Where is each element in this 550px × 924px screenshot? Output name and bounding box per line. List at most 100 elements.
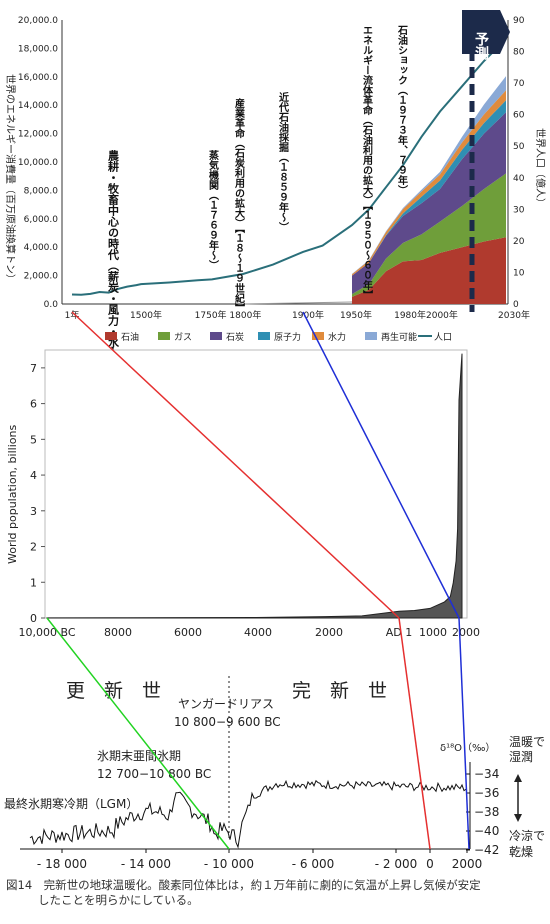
x-tick-label: - 10 000 xyxy=(204,857,254,871)
energy-area-ガス xyxy=(352,173,506,297)
x-tick-label: 1000 xyxy=(419,626,447,639)
x-tick-label: 2000 xyxy=(452,857,483,871)
energy-area-水力 xyxy=(352,90,506,276)
caption-line-1: 図14 完新世の地球温暖化。酸素同位体比は，約１万年前に劇的に気温が上昇し気候が… xyxy=(6,878,481,892)
lgm-label: 最終氷期寒冷期（LGM） xyxy=(4,796,138,811)
left-tick-label: 14,000.0 xyxy=(18,101,58,111)
world-population-chart: 0 1 2 3 4 5 6 7 10,000 BC 8000 6000 4000 2000 AD 1 10… xyxy=(6,349,480,639)
connector-green xyxy=(46,617,230,850)
x-tick-label: - 18 000 xyxy=(37,857,87,871)
y-tick-label: 6 xyxy=(30,398,37,411)
connector-blue-upper xyxy=(302,311,460,619)
arrow-up-icon xyxy=(514,774,522,782)
left-tick-label: 2,000.0 xyxy=(24,272,59,282)
left-tick-label: 10,000.0 xyxy=(18,158,58,168)
isotope-axis-label: δ¹⁸O（‰） xyxy=(440,742,495,754)
left-tick-label: 16,000.0 xyxy=(18,73,58,83)
legend-label: 原子力 xyxy=(274,331,301,343)
right-tick-label: 0 xyxy=(513,300,519,310)
cold-label-1: 冷涼で xyxy=(509,828,545,843)
legend-label: 石炭 xyxy=(226,332,244,343)
timeline-connectors xyxy=(46,311,470,850)
era-holocene: 完 新 世 xyxy=(292,680,387,702)
warm-label-1: 温暖で xyxy=(509,735,545,749)
x-tick-label: 1750年 1800年 xyxy=(195,309,262,321)
left-tick-label: 0.0 xyxy=(44,300,59,310)
right-tick-label: 60 xyxy=(513,111,525,121)
right-tick-label: 50 xyxy=(513,142,525,152)
legend-swatch xyxy=(258,332,270,340)
population-area xyxy=(46,353,463,619)
x-tick-label: 8000 xyxy=(104,626,132,639)
y-tick-label: 0 xyxy=(30,612,37,625)
x-tick-label: - 14 000 xyxy=(121,857,171,871)
arrow-down-icon xyxy=(514,814,522,822)
y-tick-label: −38 xyxy=(474,805,499,819)
legend-label: 石油 xyxy=(121,331,139,343)
figure-caption: 図14 完新世の地球温暖化。酸素同位体比は，約１万年前に劇的に気温が上昇し気候が… xyxy=(6,878,546,908)
legend-swatch xyxy=(210,332,222,340)
y-tick-label: 5 xyxy=(30,433,37,446)
caption-line-2: したことを明らかにしている。 xyxy=(38,893,199,907)
legend-label: 水力 xyxy=(328,331,346,343)
legend-swatch xyxy=(158,332,170,340)
early-energy-line xyxy=(241,301,353,305)
x-tick-label: 1年 xyxy=(65,309,80,321)
y-tick-label: 2 xyxy=(30,541,37,554)
energy-area-石油 xyxy=(352,237,506,304)
isotope-curve xyxy=(29,779,467,849)
x-tick-label: 4000 xyxy=(244,626,272,639)
y-tick-label: −40 xyxy=(474,824,499,838)
right-tick-label: 10 xyxy=(513,268,525,278)
energy-population-chart: 予測 0.0 2,000.0 4,000.0 6,000.0 8,000.0 10,000… xyxy=(4,10,547,370)
late-glacial-range: 12 700−10 800 BC xyxy=(97,767,211,781)
era-pleistocene: 更 新 世 xyxy=(66,680,161,702)
forecast-label: 予測 xyxy=(473,32,489,61)
annotation: 近代石油採掘（１８５９年〜） xyxy=(277,91,290,232)
x-tick-label: 1950年 xyxy=(340,309,372,321)
x-tick-label: - 2 000 xyxy=(375,857,418,871)
left-tick-label: 6,000.0 xyxy=(24,215,59,225)
legend-label: ガス xyxy=(174,332,192,343)
forecast-arrow xyxy=(462,10,510,54)
connector-red-upper xyxy=(71,311,400,619)
right-tick-label: 80 xyxy=(513,48,525,58)
left-tick-label: 20,000.0 xyxy=(18,16,58,26)
x-tick-label: 1500年 xyxy=(130,309,162,321)
left-tick-label: 12,000.0 xyxy=(18,130,58,140)
y-tick-label: 1 xyxy=(30,576,37,589)
younger-dryas-range: 10 800−9 600 BC xyxy=(174,715,281,729)
cold-label-2: 乾燥 xyxy=(509,845,533,859)
warm-label-2: 湿潤 xyxy=(509,749,533,764)
x-tick-label: 1980年2000年 xyxy=(394,309,458,321)
left-tick-label: 18,000.0 xyxy=(18,44,58,54)
right-tick-label: 20 xyxy=(513,237,525,247)
annotation: エネルギー流体革命（石油利用の拡大）【１９５０〜６０年】 xyxy=(361,25,374,300)
y-axis-label: World population, billions xyxy=(6,425,19,564)
y-tick-label: 7 xyxy=(30,362,37,375)
y-tick-label: 3 xyxy=(30,505,37,518)
right-tick-label: 30 xyxy=(513,205,525,215)
right-tick-label: 40 xyxy=(513,174,525,184)
legend-label: 再生可能 xyxy=(381,331,417,343)
y-tick-label: −42 xyxy=(474,843,499,857)
y-tick-label: −36 xyxy=(474,786,499,800)
right-tick-label: 70 xyxy=(513,79,525,89)
x-tick-label: 2000 xyxy=(452,626,480,639)
x-tick-label: - 6 000 xyxy=(292,857,335,871)
right-axis-label: 世界人口（億人） xyxy=(534,128,547,208)
right-tick-label: 90 xyxy=(513,16,525,26)
x-tick-label: 2030年 xyxy=(498,309,530,321)
x-tick-label: 2000 xyxy=(315,626,343,639)
legend-swatch xyxy=(105,332,117,340)
x-tick-label: AD 1 xyxy=(386,626,413,639)
oxygen-isotope-chart: 更 新 世 完 新 世 ヤンガードリアス 10 800−9 600 BC 氷期末… xyxy=(4,676,545,871)
legend-label: 人口 xyxy=(434,332,452,343)
legend-swatch xyxy=(312,332,324,340)
y-tick-label: 4 xyxy=(30,469,37,482)
energy-area-石炭 xyxy=(352,112,506,295)
x-tick-label: 6000 xyxy=(174,626,202,639)
x-tick-label: 1900年 xyxy=(292,309,324,321)
connector-blue-lower xyxy=(458,617,470,850)
x-tick-label: 0 xyxy=(426,857,434,871)
